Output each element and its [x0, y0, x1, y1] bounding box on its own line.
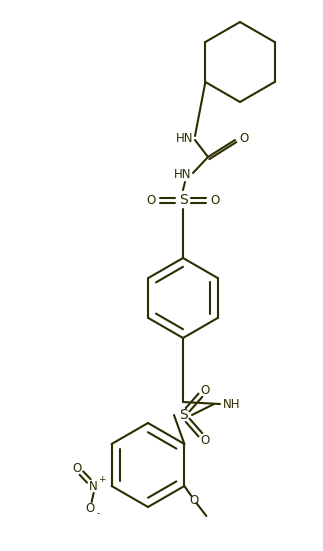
Text: -: -: [97, 510, 100, 518]
Text: S: S: [179, 193, 187, 207]
Text: O: O: [200, 434, 210, 446]
Text: O: O: [210, 193, 220, 207]
Text: O: O: [200, 383, 210, 397]
Text: NH: NH: [223, 397, 241, 410]
Text: O: O: [239, 132, 249, 144]
Text: S: S: [179, 408, 187, 422]
Text: O: O: [146, 193, 156, 207]
Text: HN: HN: [174, 169, 192, 181]
Text: HN: HN: [176, 132, 194, 144]
Text: O: O: [85, 501, 94, 515]
Text: O: O: [190, 494, 199, 507]
Text: O: O: [72, 462, 81, 474]
Text: N: N: [89, 479, 98, 493]
Text: +: +: [98, 474, 105, 483]
